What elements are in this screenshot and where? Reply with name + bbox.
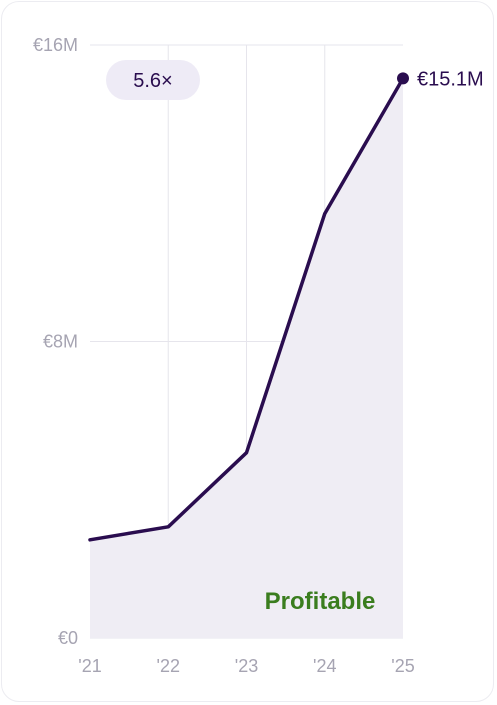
- x-tick-label: '24: [313, 656, 336, 676]
- latest-value-dot: [397, 72, 409, 85]
- y-tick-label: €0: [58, 628, 78, 648]
- profitable-annotation: Profitable: [265, 588, 376, 615]
- x-tick-label: '23: [235, 656, 258, 676]
- growth-badge-background: [106, 60, 200, 100]
- latest-value-label: €15.1M: [417, 68, 484, 90]
- growth-badge: 5.6×: [106, 60, 200, 100]
- x-tick-label: '25: [391, 656, 414, 676]
- revenue-line: [88, 76, 405, 542]
- y-tick-label: €16M: [33, 35, 78, 55]
- x-tick-label: '21: [78, 656, 101, 676]
- x-axis-ticks: '21 '22 '23 '24 '25: [78, 656, 414, 676]
- y-tick-label: €8M: [43, 332, 78, 352]
- growth-badge-text: 5.6×: [133, 70, 172, 92]
- y-axis-ticks: €0 €8M €16M: [33, 35, 78, 648]
- x-tick-label: '22: [157, 656, 180, 676]
